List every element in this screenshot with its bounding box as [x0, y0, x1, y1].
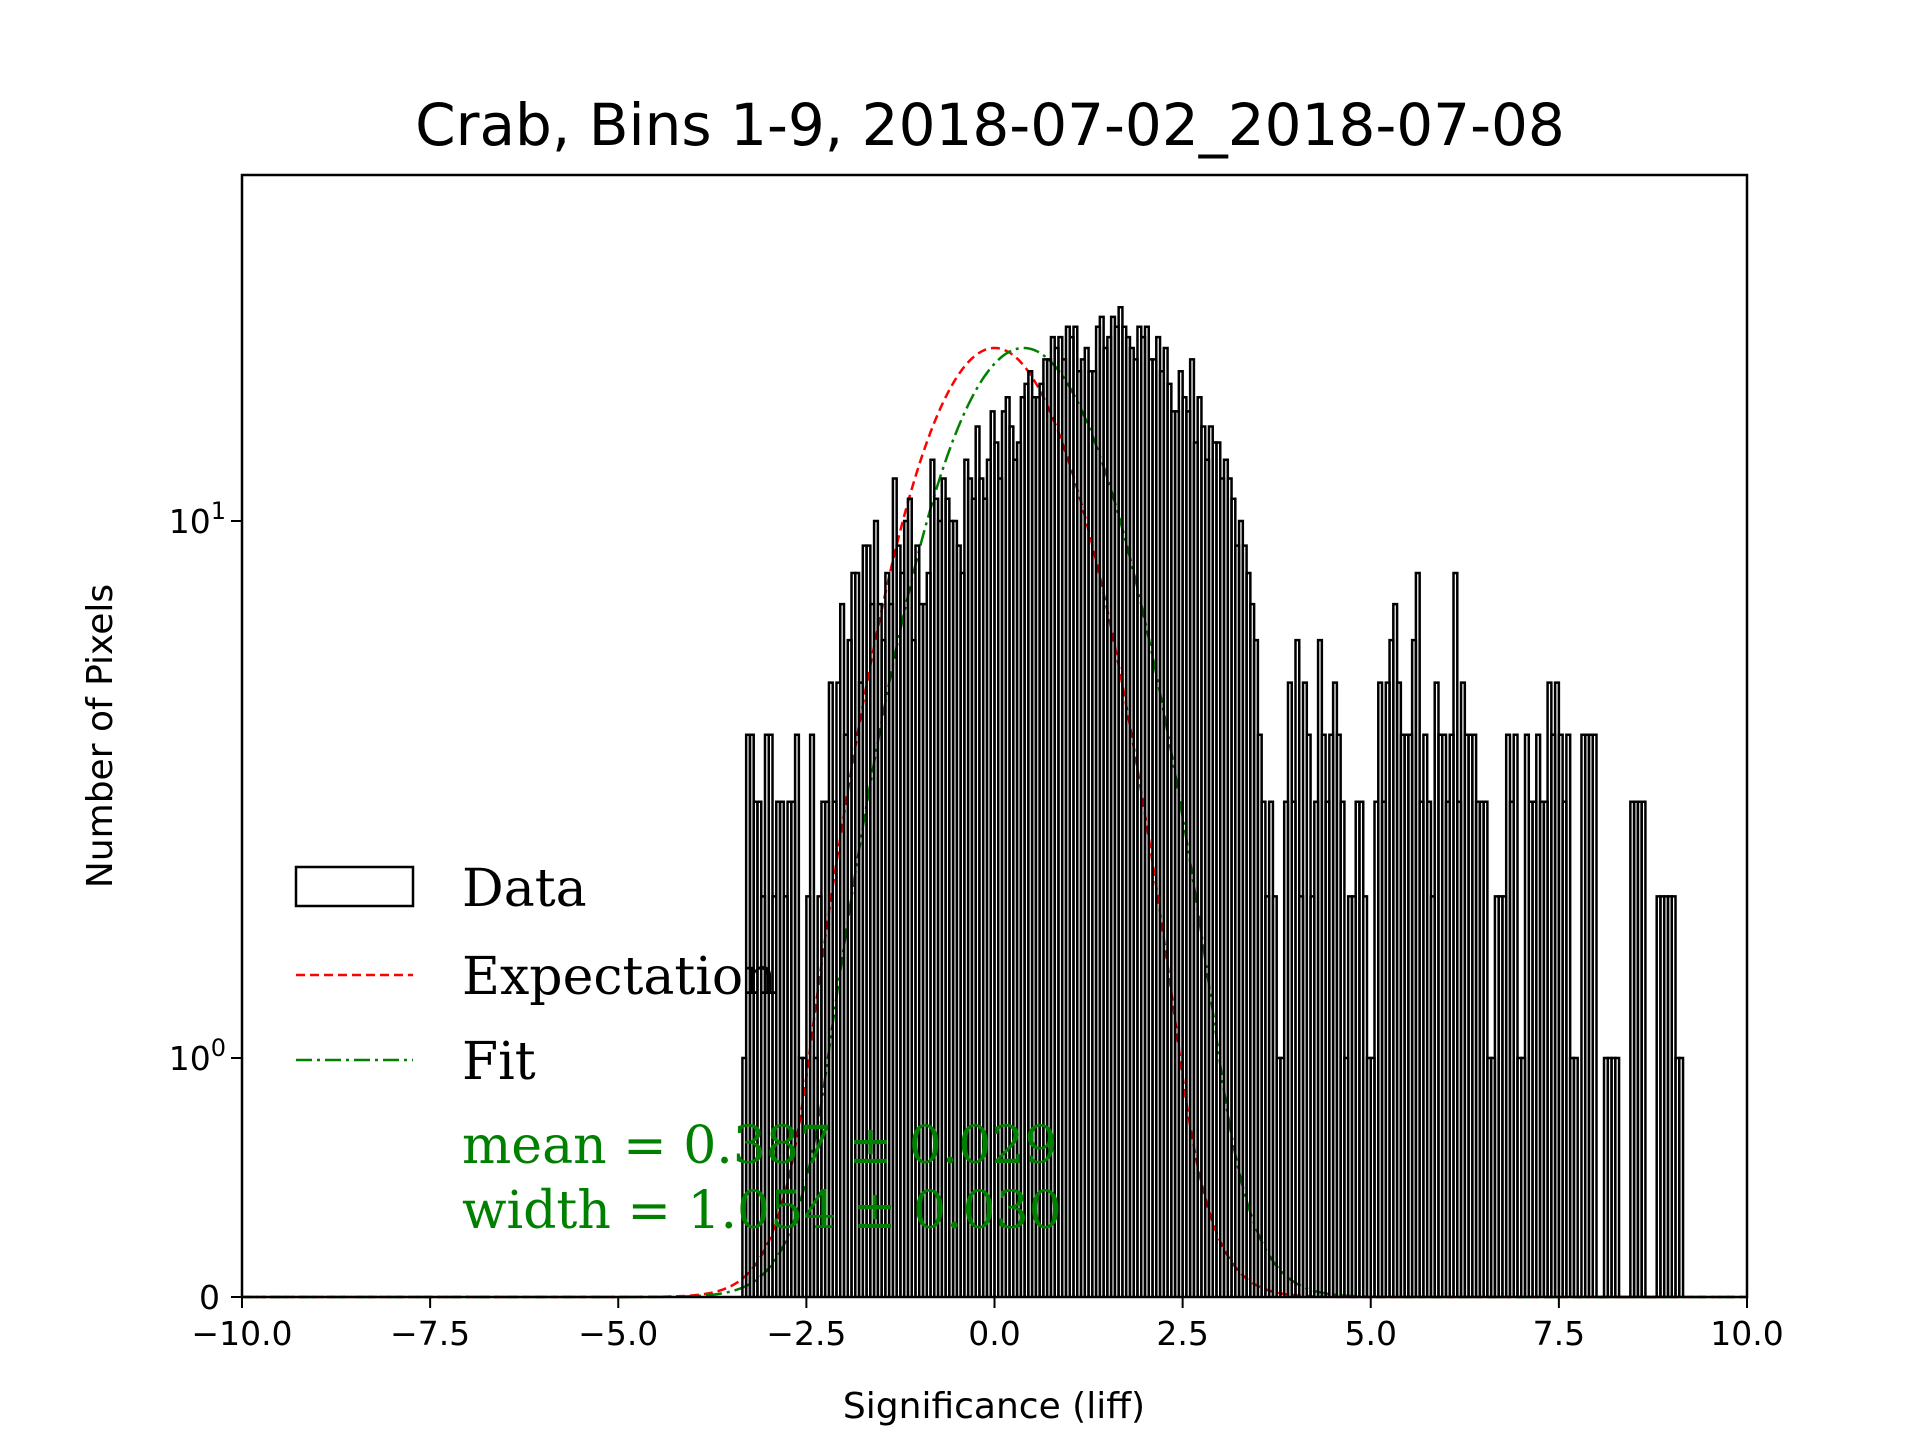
x-axis-ticks: −10.0 −7.5 −5.0 −2.5 0.0 2.5 5.0 7.5 10.0 [191, 1297, 1784, 1353]
histogram-bin [1482, 800, 1489, 1297]
x-tick-label: −10.0 [191, 1314, 292, 1353]
x-axis-label: Significance (liff) [843, 1386, 1145, 1427]
histogram-bin [793, 733, 801, 1297]
legend-swatch-data [294, 865, 415, 908]
histogram-bin [1678, 1056, 1685, 1297]
legend: Data Expectation Fit [294, 859, 777, 1092]
histogram-bin [1614, 1056, 1621, 1297]
data-histogram [741, 306, 1685, 1299]
x-tick-label: 0.0 [968, 1314, 1020, 1353]
x-tick-label: −2.5 [766, 1314, 846, 1353]
x-tick-label: −5.0 [578, 1314, 658, 1353]
histogram-bin [1572, 1056, 1579, 1297]
x-tick-label: −7.5 [390, 1314, 470, 1353]
legend-label-fit: Fit [462, 1032, 536, 1092]
annotation-width: width = 1.054 ± 0.030 [462, 1181, 1062, 1241]
legend-label-data: Data [462, 859, 587, 919]
histogram-bin [1339, 800, 1346, 1297]
histogram-bin [1512, 733, 1519, 1297]
y-tick-label: 0 [199, 1278, 220, 1317]
x-tick-label: 7.5 [1533, 1314, 1585, 1353]
x-tick-label: 2.5 [1156, 1314, 1208, 1353]
y-axis-label: Number of Pixels [80, 584, 121, 888]
histogram-bin [1640, 800, 1647, 1297]
annotation-mean: mean = 0.387 ± 0.029 [462, 1116, 1058, 1176]
chart-title: Crab, Bins 1-9, 2018-07-02_2018-07-08 [415, 91, 1565, 159]
histogram-bin [1591, 733, 1598, 1297]
histogram-bin [808, 733, 816, 1297]
x-tick-label: 10.0 [1710, 1314, 1783, 1353]
histogram-bin [1565, 733, 1572, 1297]
legend-label-expectation: Expectation [462, 947, 777, 1007]
x-tick-label: 5.0 [1345, 1314, 1397, 1353]
